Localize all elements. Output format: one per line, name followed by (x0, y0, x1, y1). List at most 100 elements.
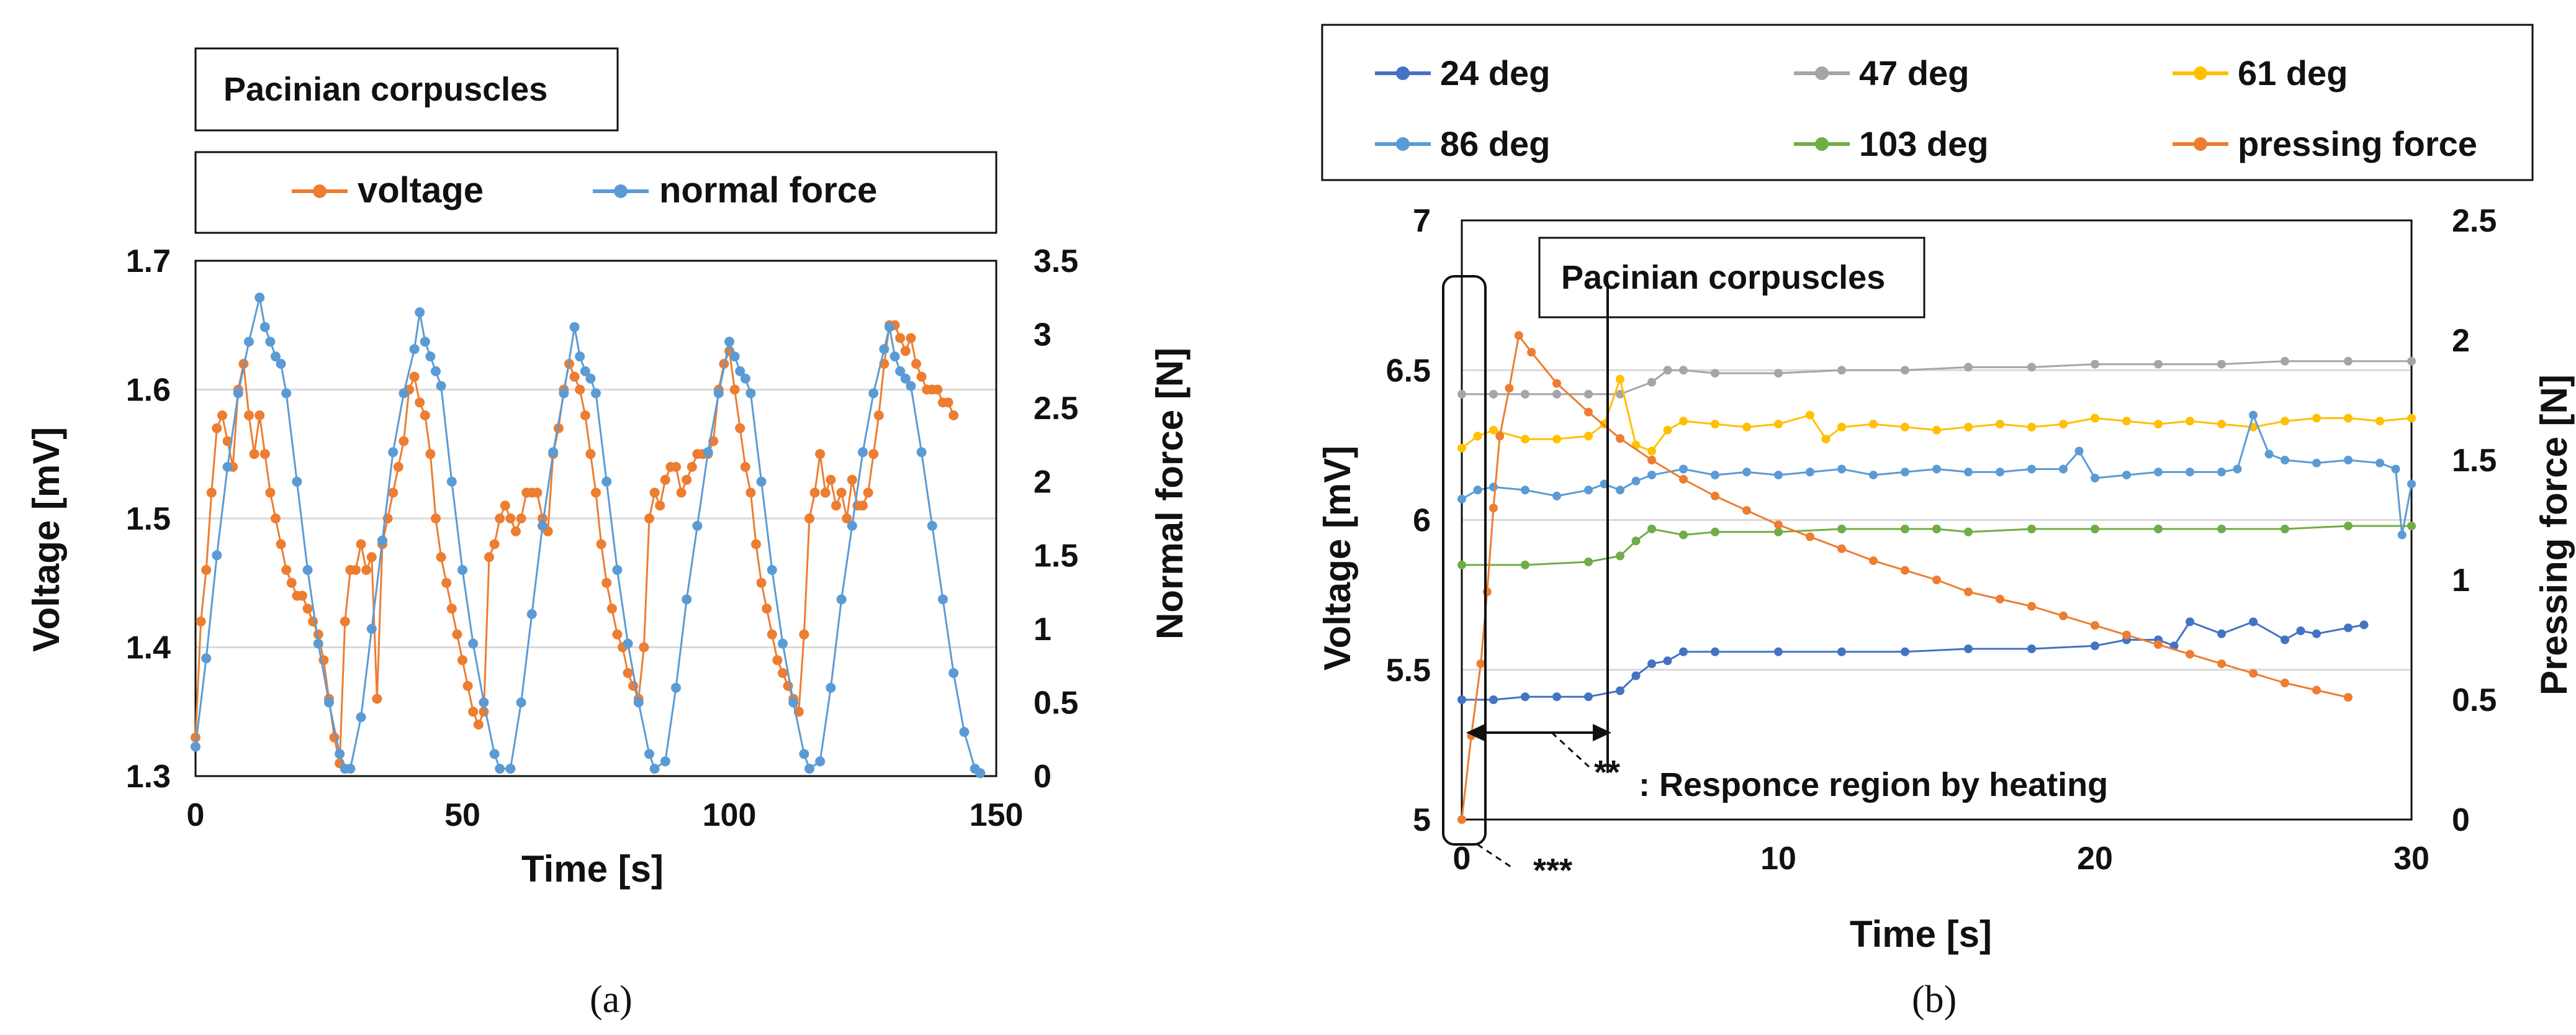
panel-b-point-24-deg (1964, 644, 1973, 653)
panel-a-point-voltage (356, 539, 366, 549)
panel-b-arrowhead-left (1466, 724, 1485, 741)
panel-a-point-normal-force (313, 638, 323, 649)
panel-b-series-pressing-force (1457, 331, 2353, 824)
panel-a-point-normal-force (815, 756, 826, 767)
panel-b-series-86-deg (1457, 410, 2416, 540)
panel-b-point-24-deg (2249, 617, 2258, 626)
legend-marker-86-deg (1396, 137, 1410, 151)
panel-b-point-24-deg (1647, 659, 1656, 669)
panel-a-point-voltage (388, 487, 399, 498)
panel-b-point-86-deg (1631, 476, 1641, 486)
panel-a-point-normal-force (281, 388, 292, 399)
panel-b-point-86-deg (1774, 471, 1783, 480)
panel-b-point-24-deg (1489, 695, 1498, 704)
panel-b-point-pressing-force (2091, 621, 2099, 630)
panel-a-point-normal-force (292, 476, 302, 487)
panel-a-point-normal-force (265, 337, 276, 347)
panel-b-point-103-deg (1711, 527, 1719, 536)
panel-b-point-24-deg (1774, 647, 1783, 656)
panel-b-x-axis-label: Time [s] (1850, 913, 1992, 955)
panel-a-point-normal-force (377, 535, 387, 546)
panel-a-point-normal-force (847, 520, 857, 531)
panel-a-point-normal-force (879, 344, 889, 355)
panel-b-point-86-deg (1932, 464, 1941, 474)
panel-a-point-normal-force (906, 381, 916, 391)
panel-a-point-voltage (606, 603, 617, 614)
panel-b-point-47-deg (1489, 389, 1498, 399)
panel-b: 24 deg 47 deg 61 deg 86 deg 103 deg pressing … (1317, 24, 2575, 1021)
panel-a-point-voltage (911, 359, 921, 369)
panel-a-point-voltage (468, 707, 479, 717)
panel-b-point-61-deg (1679, 417, 1688, 426)
panel-b-point-pressing-force (1996, 594, 2004, 603)
panel-b-point-pressing-force (1964, 587, 1973, 597)
panel-a-point-normal-force (895, 366, 906, 376)
panel-b-point-pressing-force (1932, 576, 1941, 584)
panel-a-y-tick-label-right: 0.5 (1034, 685, 1078, 721)
panel-b-point-86-deg (1521, 486, 1529, 495)
panel-b-y-tick-label-right: 2.5 (2452, 203, 2497, 239)
panel-a-point-normal-force (254, 292, 265, 303)
panel-a-point-voltage (916, 371, 927, 382)
panel-a-point-voltage (462, 680, 473, 691)
panel-a-y-tick-label-left: 1.4 (126, 630, 171, 666)
panel-b-point-pressing-force (1482, 587, 1492, 597)
panel-a-point-normal-force (526, 609, 537, 620)
panel-a-series-line-voltage (194, 324, 955, 764)
panel-b-point-47-deg (2027, 363, 2036, 372)
panel-a-point-voltage (580, 410, 590, 420)
panel-a-plot-frame (194, 260, 998, 777)
panel-b-point-47-deg (2344, 356, 2353, 366)
panel-a-y-tick-label-right: 2.5 (1034, 391, 1078, 427)
panel-a-point-voltage (671, 462, 681, 472)
panel-a-point-normal-force (420, 337, 430, 347)
panel-b-point-47-deg (1774, 369, 1783, 378)
panel-a-point-voltage (217, 410, 227, 420)
legend-marker-voltage (313, 184, 327, 198)
panel-a-point-voltage (532, 487, 543, 498)
panel-a-series-normal-force (191, 292, 986, 779)
panel-a-x-tick-label: 100 (703, 797, 757, 833)
panel-a-y-tick-label-left: 1.3 (126, 759, 171, 795)
panel-a-point-normal-force (548, 447, 559, 458)
panel-a-point-normal-force (335, 749, 345, 759)
panel-a-point-voltage (751, 539, 761, 549)
panel-b-point-pressing-force (1774, 520, 1783, 530)
panel-b-point-61-deg (1806, 410, 1814, 420)
panel-b-point-86-deg (1806, 468, 1814, 477)
panel-b-point-103-deg (2154, 525, 2163, 533)
panel-a-point-voltage (276, 539, 286, 549)
panel-a-point-voltage (799, 629, 809, 640)
panel-a-point-voltage (858, 500, 868, 511)
panel-a-point-normal-force (889, 351, 900, 362)
panel-a-point-normal-force (457, 565, 467, 575)
panel-b-point-61-deg (1489, 425, 1498, 435)
panel-a-y-tick-label-left: 1.5 (126, 501, 171, 537)
legend-label-pressing-force: pressing force (2238, 124, 2477, 163)
panel-b-point-47-deg (1837, 366, 1846, 375)
panel-b-point-pressing-force (1901, 566, 1909, 575)
panel-a-point-voltage (399, 436, 409, 446)
panel-a-point-normal-force (975, 768, 986, 779)
panel-b-series-24-deg (1457, 617, 2369, 704)
panel-b-point-86-deg (2312, 458, 2321, 468)
panel-b-point-61-deg (1584, 432, 1593, 441)
panel-a-point-voltage (281, 565, 292, 575)
panel-b-point-86-deg (1869, 471, 1878, 480)
panel-b-triple-star: *** (1533, 852, 1572, 889)
panel-a-point-voltage (372, 694, 382, 704)
panel-b-initial-region-box (1442, 275, 1487, 846)
panel-a-point-normal-force (233, 388, 243, 399)
panel-a-point-normal-force (201, 653, 212, 664)
panel-b-plot-frame (1461, 219, 2413, 821)
panel-a-point-voltage (484, 552, 494, 563)
panel-a-point-voltage (457, 655, 467, 666)
panel-b-title: Pacinian corpuscles (1561, 259, 1885, 296)
panel-b-point-103-deg (2281, 525, 2289, 533)
panel-a-point-voltage (649, 487, 660, 498)
panel-a-point-voltage (441, 577, 452, 588)
panel-a-point-voltage (302, 603, 313, 614)
panel-b-point-61-deg (2281, 417, 2289, 426)
panel-b-legend-item-103-deg: 103 deg (1794, 124, 1989, 163)
